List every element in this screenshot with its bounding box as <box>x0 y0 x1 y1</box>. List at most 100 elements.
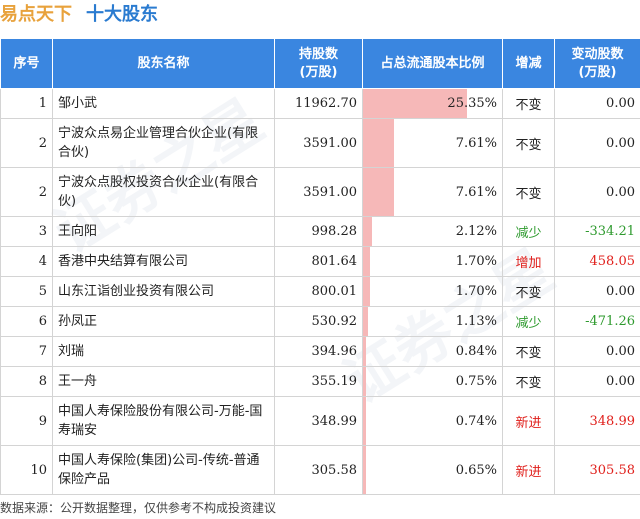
ratio-bar <box>363 307 368 336</box>
row-delta-shares: -334.21 <box>554 216 640 247</box>
ratio-percent: 0.75% <box>455 374 497 389</box>
row-rank: 9 <box>0 396 53 446</box>
row-shares: 801.64 <box>274 246 363 277</box>
row-holder-name: 王一舟 <box>52 366 275 397</box>
header-change: 增减 <box>502 38 555 89</box>
row-shares: 3591.00 <box>274 118 363 168</box>
row-shares: 355.19 <box>274 366 363 397</box>
header-holder-name: 股东名称 <box>52 38 275 89</box>
row-shares: 530.92 <box>274 306 363 337</box>
row-rank: 3 <box>0 216 53 247</box>
row-holder-name: 香港中央结算有限公司 <box>52 246 275 277</box>
ratio-bar <box>363 277 370 306</box>
table-row: 2 宁波众点易企业管理合伙企业(有限合伙) 3591.00 7.61% 不变 0.00 <box>0 118 640 168</box>
row-change-status: 不变 <box>502 118 555 168</box>
ratio-percent: 0.84% <box>455 344 497 359</box>
ratio-percent: 7.61% <box>455 135 497 151</box>
table-row: 4 香港中央结算有限公司 801.64 1.70% 增加 458.05 <box>0 246 640 277</box>
row-holder-name: 宁波众点易企业管理合伙企业(有限合伙) <box>52 118 275 168</box>
row-holder-name: 王向阳 <box>52 216 275 247</box>
row-delta-shares: 458.05 <box>554 246 640 277</box>
row-change-status: 减少 <box>502 216 555 247</box>
row-change-status: 增加 <box>502 246 555 277</box>
row-change-status: 新进 <box>502 445 555 495</box>
header-rank: 序号 <box>0 38 53 89</box>
row-rank: 5 <box>0 276 53 307</box>
row-delta-shares: 0.00 <box>554 167 640 217</box>
row-holder-name: 邹小武 <box>52 88 275 119</box>
row-ratio-cell: 0.65% <box>362 445 503 495</box>
ratio-bar <box>363 337 367 366</box>
row-ratio-cell: 0.84% <box>362 336 503 367</box>
row-shares: 11962.70 <box>274 88 363 119</box>
row-shares: 998.28 <box>274 216 363 247</box>
row-rank: 7 <box>0 336 53 367</box>
row-rank: 10 <box>0 445 53 495</box>
ratio-percent: 2.12% <box>455 224 497 239</box>
header-shares-label: 持股数 <box>298 46 338 62</box>
row-change-status: 不变 <box>502 88 555 119</box>
ratio-bar <box>363 89 467 118</box>
row-ratio-cell: 7.61% <box>362 118 503 168</box>
ratio-percent: 1.70% <box>455 284 497 299</box>
row-shares: 305.58 <box>274 445 363 495</box>
row-rank: 2 <box>0 167 53 217</box>
table-row: 10 中国人寿保险(集团)公司-传统-普通保险产品 305.58 0.65% 新进 305… <box>0 445 640 495</box>
ratio-percent: 0.65% <box>455 462 497 478</box>
row-ratio-cell: 1.70% <box>362 246 503 277</box>
row-change-status: 不变 <box>502 276 555 307</box>
row-delta-shares: -471.26 <box>554 306 640 337</box>
row-holder-name: 孙凤正 <box>52 306 275 337</box>
header-shares-unit: (万股) <box>299 64 338 80</box>
ratio-percent: 0.74% <box>455 413 497 429</box>
row-delta-shares: 305.58 <box>554 445 640 495</box>
header-delta-label: 变动股数 <box>571 46 624 62</box>
row-holder-name: 中国人寿保险股份有限公司-万能-国寿瑞安 <box>52 396 275 446</box>
row-change-status: 不变 <box>502 366 555 397</box>
row-rank: 4 <box>0 246 53 277</box>
company-name: 易点天下 <box>0 4 72 25</box>
row-change-status: 新进 <box>502 396 555 446</box>
header-delta: 变动股数 (万股) <box>554 38 640 89</box>
row-change-status: 减少 <box>502 306 555 337</box>
row-ratio-cell: 1.13% <box>362 306 503 337</box>
ratio-percent: 7.61% <box>455 184 497 200</box>
table-body: 1 邹小武 11962.70 25.35% 不变 0.00 2 宁波众点易企业管理合伙企业(有… <box>0 88 640 495</box>
row-change-status: 不变 <box>502 336 555 367</box>
row-ratio-cell: 0.74% <box>362 396 503 446</box>
row-holder-name: 宁波众点股权投资合伙企业(有限合伙) <box>52 167 275 217</box>
table-row: 2 宁波众点股权投资合伙企业(有限合伙) 3591.00 7.61% 不变 0.00 <box>0 167 640 217</box>
table-row: 1 邹小武 11962.70 25.35% 不变 0.00 <box>0 88 640 119</box>
row-shares: 800.01 <box>274 276 363 307</box>
table-row: 6 孙凤正 530.92 1.13% 减少 -471.26 <box>0 306 640 337</box>
section-title: 十大股东 <box>86 4 158 25</box>
row-ratio-cell: 25.35% <box>362 88 503 119</box>
row-change-status: 不变 <box>502 167 555 217</box>
row-shares: 3591.00 <box>274 167 363 217</box>
row-ratio-cell: 7.61% <box>362 167 503 217</box>
table-header-row: 序号 股东名称 持股数 (万股) 占总流通股本比例 增减 变动股数 (万股) <box>0 38 640 89</box>
ratio-bar <box>363 446 366 494</box>
ratio-bar <box>363 397 367 445</box>
row-delta-shares: 0.00 <box>554 366 640 397</box>
row-rank: 8 <box>0 366 53 397</box>
ratio-bar <box>363 119 395 167</box>
ratio-percent: 1.13% <box>455 314 497 329</box>
table-row: 9 中国人寿保险股份有限公司-万能-国寿瑞安 348.99 0.74% 新进 348.99 <box>0 396 640 446</box>
ratio-bar <box>363 217 372 246</box>
top-ten-shareholders-table: 序号 股东名称 持股数 (万股) 占总流通股本比例 增减 变动股数 (万股) 1 邹小… <box>0 38 640 495</box>
row-ratio-cell: 2.12% <box>362 216 503 247</box>
row-shares: 394.96 <box>274 336 363 367</box>
row-delta-shares: 348.99 <box>554 396 640 446</box>
header-delta-unit: (万股) <box>578 64 617 80</box>
header-ratio: 占总流通股本比例 <box>362 38 503 89</box>
row-ratio-cell: 1.70% <box>362 276 503 307</box>
row-rank: 1 <box>0 88 53 119</box>
row-delta-shares: 0.00 <box>554 336 640 367</box>
row-holder-name: 中国人寿保险(集团)公司-传统-普通保险产品 <box>52 445 275 495</box>
page-title: 易点天下 十大股东 <box>0 0 158 30</box>
row-rank: 6 <box>0 306 53 337</box>
row-holder-name: 刘瑞 <box>52 336 275 367</box>
ratio-bar <box>363 168 395 216</box>
data-source-footer: 数据来源：公开数据整理，仅供参考不构成投资建议 <box>0 501 277 515</box>
